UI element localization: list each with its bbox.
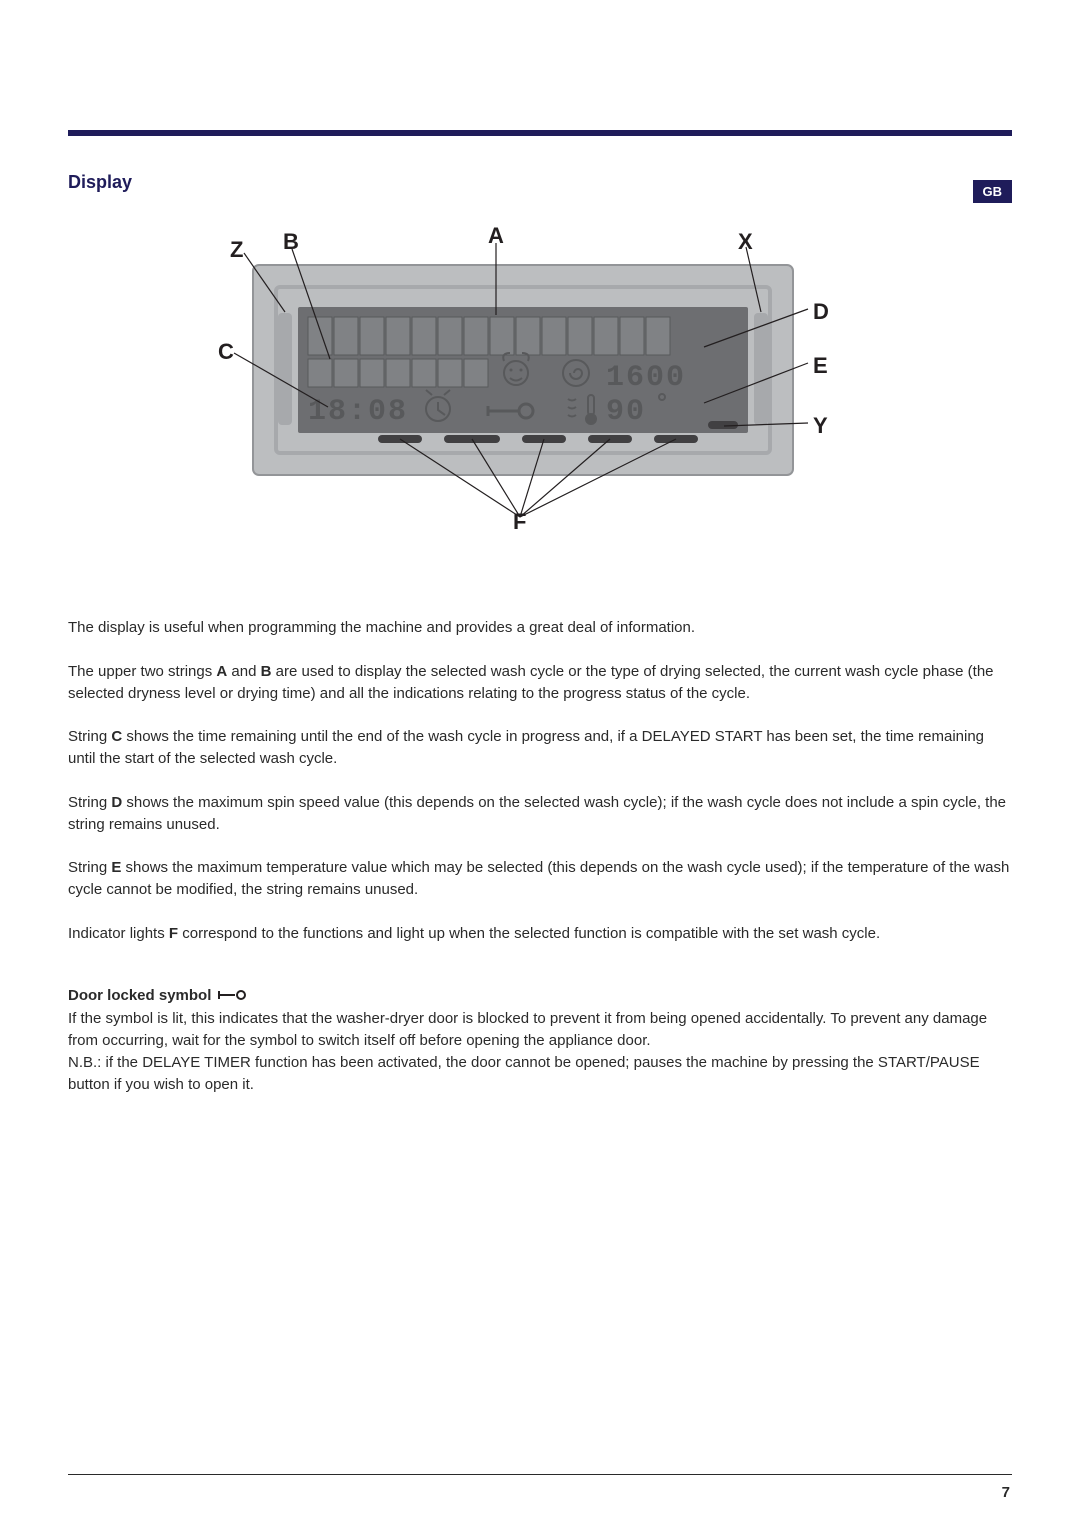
para7: If the symbol is lit, this indicates tha…	[68, 1008, 1012, 1052]
page-number: 7	[1002, 1484, 1010, 1501]
para2: The upper two strings A and B are used t…	[68, 661, 1012, 705]
footer-rule	[68, 1474, 1012, 1475]
para4: String D shows the maximum spin speed va…	[68, 792, 1012, 836]
time-value: 18:08	[308, 395, 408, 429]
body-text: The display is useful when programming t…	[68, 617, 1012, 1095]
para3: String C shows the time remaining until …	[68, 726, 1012, 770]
para6: Indicator lights F correspond to the fun…	[68, 923, 1012, 945]
para8: N.B.: if the DELAYE TIMER function has b…	[68, 1052, 1012, 1096]
display-diagram: Z B A X C D E Y F	[148, 217, 868, 527]
temp-value: 90	[606, 395, 646, 429]
spin-value: 1600	[606, 361, 686, 395]
top-rule	[68, 130, 1012, 136]
door-locked-heading: Door locked symbol	[68, 985, 1012, 1007]
para1: The display is useful when programming t…	[68, 617, 1012, 639]
display-svg: 1600 18:08	[148, 217, 868, 537]
language-tab: GB	[973, 180, 1013, 203]
section-heading: Display	[68, 172, 1012, 193]
door-lock-icon	[217, 989, 247, 1001]
para5: String E shows the maximum temperature v…	[68, 857, 1012, 901]
